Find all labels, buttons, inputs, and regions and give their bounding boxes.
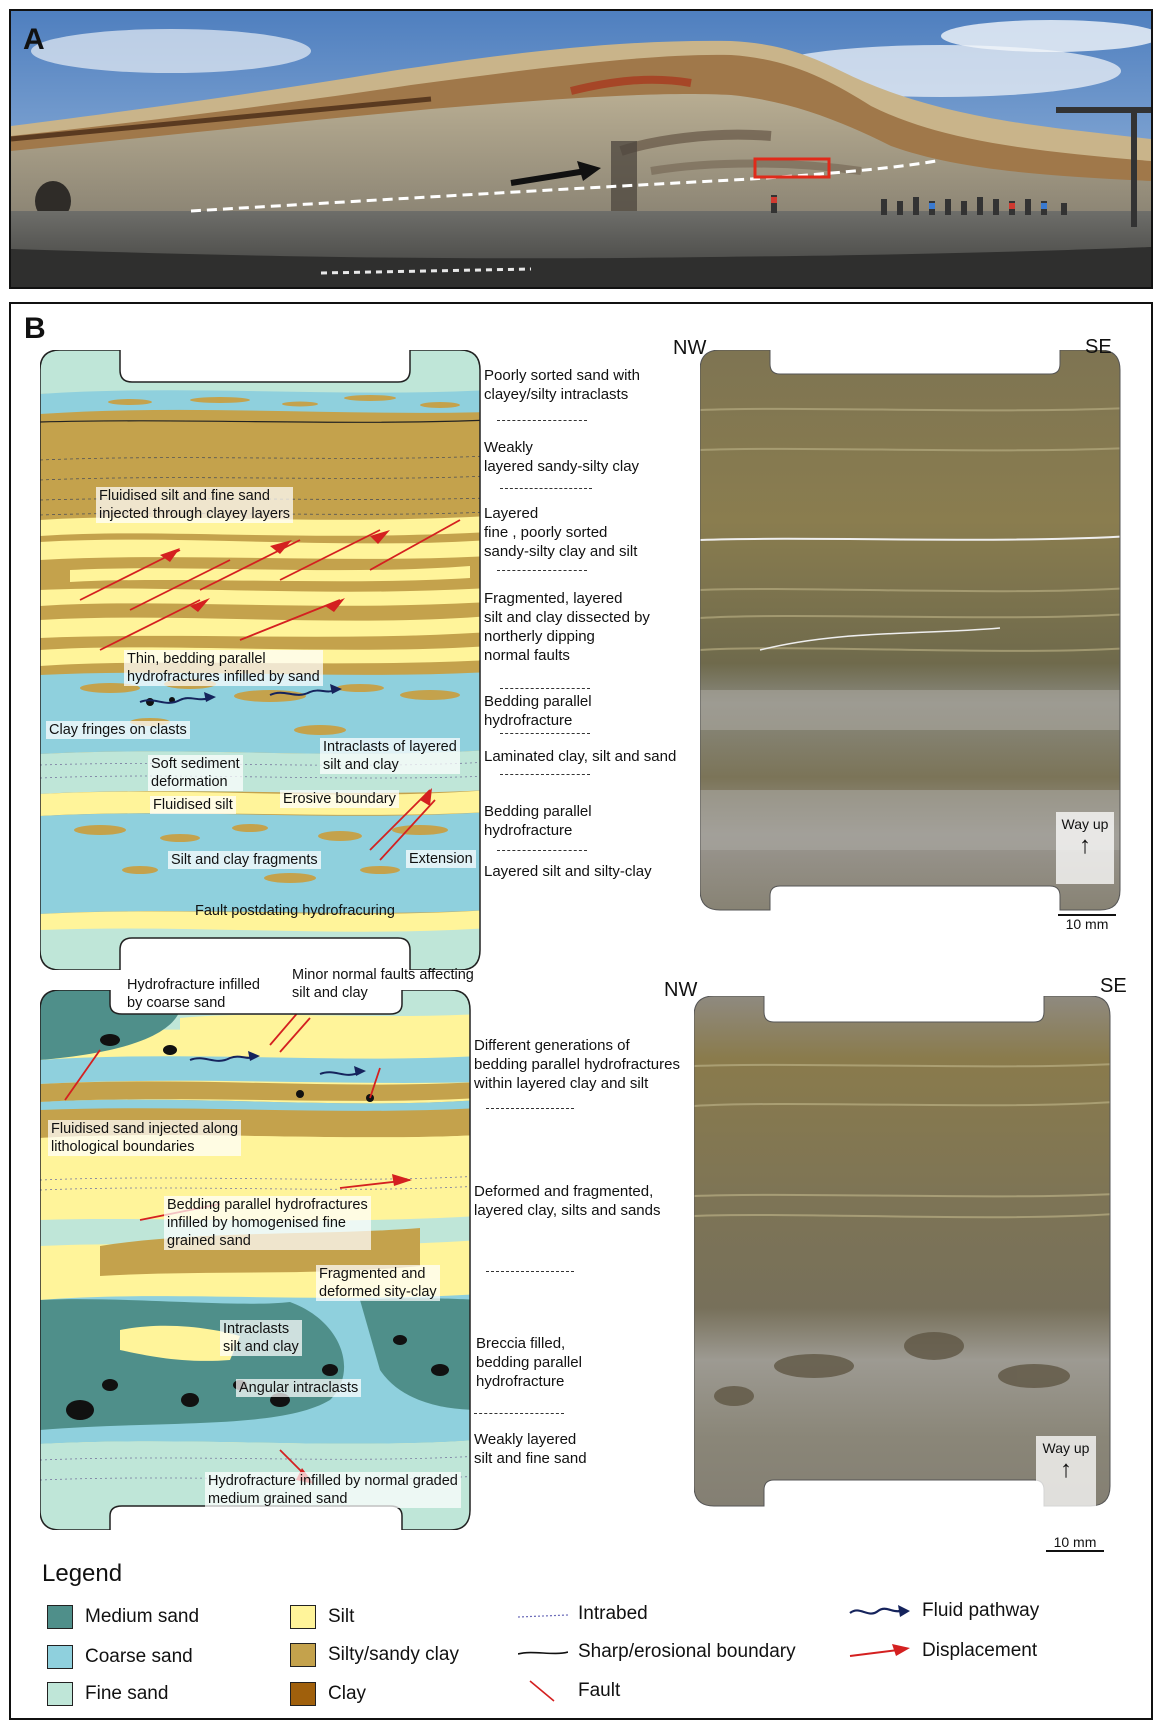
fault-line-icon [529, 1680, 555, 1702]
legend-intrabed: Intrabed [518, 1603, 648, 1625]
top-desc-2: Weakly layered sandy-silty clay [484, 439, 640, 475]
ann-hydrofracture-medium: Hydrofracture infilled by normal graded … [205, 1472, 461, 1508]
ann-minor-faults: Minor normal faults affecting silt and c… [292, 967, 474, 1001]
legend-fault: Fault [518, 1679, 620, 1703]
ann-fluidised-sand: Fluidised sand injected along lithologic… [48, 1120, 242, 1156]
silty-sandy-clay-swatch [290, 1643, 316, 1667]
bottom-way-up: Way up ↑ [1036, 1436, 1096, 1508]
legend-coarse-sand: Coarse sand [47, 1645, 193, 1669]
legend-sharp-boundary: Sharp/erosional boundary [518, 1641, 796, 1663]
bottom-desc-2: Deformed and fragmented, layered clay, s… [474, 1183, 661, 1219]
panel-b [9, 302, 1153, 1720]
legend-medium-sand: Medium sand [47, 1605, 199, 1629]
ann-extension: Extension [406, 850, 476, 868]
ann-erosive-boundary: Erosive boundary [280, 790, 399, 808]
fluid-pathway-icon [849, 1605, 910, 1617]
top-desc-4: Fragmented, layered silt and clay dissec… [484, 590, 650, 664]
bottom-desc-1: Different generations of bedding paralle… [474, 1037, 680, 1092]
ann-fragmented: Fragmented and deformed sity-clay [316, 1265, 440, 1301]
panel-a-label: A [23, 23, 45, 56]
up-arrow-icon: ↑ [1060, 1456, 1072, 1483]
top-desc-3: Layered fine , poorly sorted sandy-silty… [484, 505, 638, 560]
ann-fluidised-silt-2: Fluidised silt [150, 796, 236, 814]
coarse-sand-swatch [47, 1645, 73, 1669]
panel-b-label: B [24, 312, 46, 345]
top-desc-6: Laminated clay, silt and sand [484, 748, 677, 765]
bottom-desc-4: Weakly layered silt and fine sand [474, 1431, 587, 1467]
boundary-line-icon [518, 1651, 568, 1655]
ann-fault-postdating: Fault postdating hydrofracuring [195, 903, 395, 919]
ann-fluidised-silt: Fluidised silt and fine sand injected th… [96, 487, 294, 523]
legend-silt: Silt [290, 1605, 354, 1629]
panel-a: A [9, 9, 1153, 289]
top-nw-label: NW [673, 337, 707, 359]
ann-thin-hydrofractures: Thin, bedding parallel hydrofractures in… [124, 650, 323, 686]
legend-silty-sandy-clay: Silty/sandy clay [290, 1643, 459, 1667]
clay-swatch [290, 1682, 316, 1706]
top-desc-7: Bedding parallel hydrofracture [484, 803, 592, 839]
top-way-up: Way up ↑ [1056, 812, 1114, 884]
ann-hydrofracture-coarse: Hydrofracture infilled by coarse sand [127, 977, 260, 1011]
ann-soft-sediment: Soft sediment deformation [148, 755, 243, 791]
legend-displacement: Displacement [848, 1640, 1037, 1662]
top-desc-5: Bedding parallel hydrofracture [484, 693, 592, 729]
displacement-arrow-icon [849, 1644, 910, 1657]
ann-intraclasts: Intraclasts of layered silt and clay [320, 738, 460, 774]
bottom-se-label: SE [1100, 975, 1127, 997]
outcrop-photo [11, 11, 1151, 287]
top-core-photo [700, 350, 1121, 911]
bottom-scale-bar: 10 mm [1046, 1532, 1104, 1552]
fine-sand-swatch [47, 1682, 73, 1706]
bottom-core-photo [694, 996, 1111, 1507]
legend-fluid-pathway: Fluid pathway [848, 1600, 1039, 1622]
legend-clay: Clay [290, 1682, 366, 1706]
up-arrow-icon: ↑ [1079, 832, 1091, 859]
ann-bedding-parallel: Bedding parallel hydrofractures infilled… [164, 1196, 371, 1250]
top-desc-8: Layered silt and silty-clay [484, 863, 652, 880]
ann-clay-fringes: Clay fringes on clasts [46, 721, 190, 739]
intrabed-line-icon [518, 1614, 568, 1618]
bottom-nw-label: NW [664, 979, 698, 1001]
medium-sand-swatch [47, 1605, 73, 1629]
top-scale-bar: 10 mm [1058, 914, 1116, 932]
ann-intraclasts-bottom: Intraclasts silt and clay [220, 1320, 302, 1356]
top-se-label: SE [1085, 336, 1112, 358]
ann-angular: Angular intraclasts [236, 1379, 362, 1397]
legend-fine-sand: Fine sand [47, 1682, 168, 1706]
bottom-core-sketch [40, 990, 471, 1530]
bottom-desc-3: Breccia filled, bedding parallel hydrofr… [476, 1335, 582, 1390]
silt-swatch [290, 1605, 316, 1629]
ann-silt-clay-fragments: Silt and clay fragments [168, 851, 321, 869]
legend-title: Legend [42, 1560, 123, 1587]
top-desc-1: Poorly sorted sand with clayey/silty int… [484, 367, 640, 403]
